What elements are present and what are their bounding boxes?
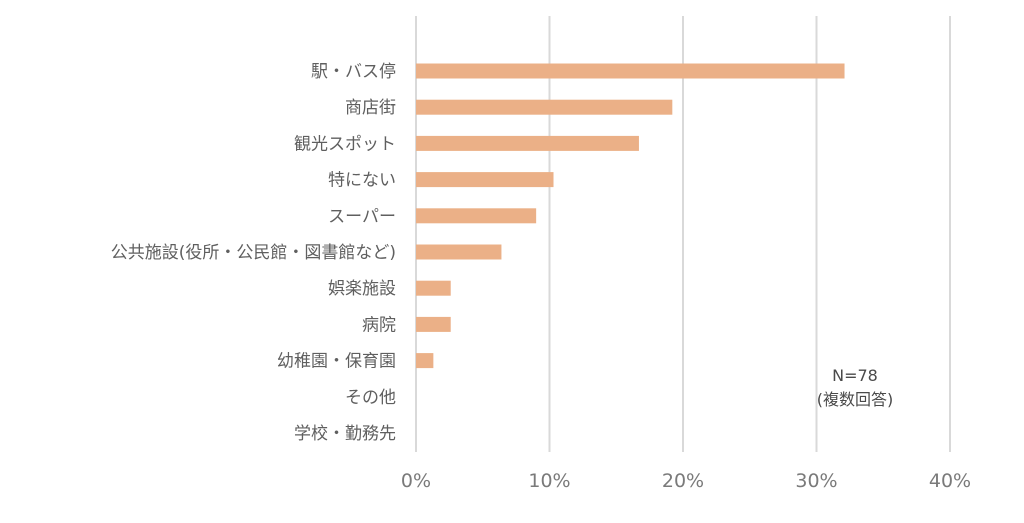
bar [416,280,451,296]
category-label: 公共施設(役所・公民館・図書館など) [111,243,396,263]
category-label: 学校・勤務先 [294,424,396,444]
bar [416,63,845,79]
x-tick-label: 10% [528,470,570,492]
x-tick-label: 0% [401,470,431,492]
gridlines [415,16,951,452]
category-label: 娯楽施設 [328,279,396,299]
sample-size-note: N=78 [832,366,878,385]
multiple-answer-note: (複数回答) [817,390,894,409]
category-label: 幼稚園・保育園 [277,352,396,372]
category-label: 商店街 [345,98,396,118]
category-labels: 駅・バス停商店街観光スポット特にないスーパー公共施設(役所・公民館・図書館など)… [111,62,396,444]
category-label: 観光スポット [294,134,396,154]
bar [416,353,434,369]
bar [416,135,639,151]
bar [416,208,537,224]
bar [416,99,673,115]
bar [416,316,451,332]
bar [416,172,554,188]
category-label: スーパー [328,207,396,227]
x-tick-label: 30% [795,470,837,492]
bars [416,63,845,369]
category-label: その他 [345,388,396,408]
x-tick-label: 20% [662,470,704,492]
category-label: 特にない [328,171,396,191]
x-tick-labels: 0% 10% 20% 30% 40% [401,470,971,492]
x-tick-label: 40% [929,470,971,492]
category-label: 駅・バス停 [311,62,396,82]
bar [416,244,502,260]
category-label: 病院 [362,315,396,335]
